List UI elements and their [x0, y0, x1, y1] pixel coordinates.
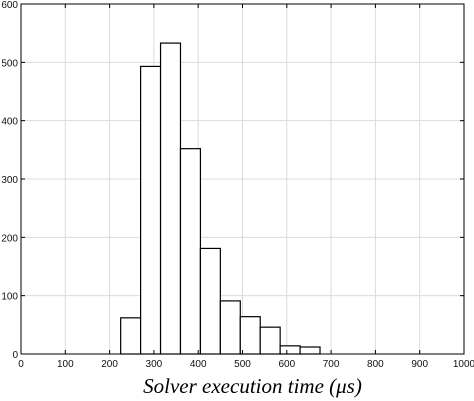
y-tick-label: 0	[12, 350, 18, 361]
x-tick-label: 200	[101, 359, 118, 370]
histogram-bar	[279, 345, 301, 355]
x-axis-title: Solver execution time (μs)	[143, 374, 362, 398]
x-tick-label: 0	[18, 359, 24, 370]
grid-lines	[20, 3, 465, 355]
histogram-bar	[120, 317, 142, 355]
y-tick-label: 100	[1, 292, 18, 303]
y-tick-label: 300	[1, 175, 18, 186]
histogram-bar	[199, 247, 221, 355]
x-tick-label: 900	[411, 359, 428, 370]
histogram-bar	[259, 326, 281, 355]
histogram-bar	[179, 148, 202, 355]
y-tick-label: 500	[1, 58, 18, 69]
x-tick-labels: 0 100 200 300 400 500 600 700 800 900 1000	[18, 359, 474, 370]
y-tick-label: 200	[1, 233, 18, 244]
axis-ticks	[20, 3, 465, 355]
histogram-bar	[140, 65, 162, 355]
histogram-bar	[239, 316, 261, 355]
x-tick-label: 500	[234, 359, 251, 370]
x-tick-label: 600	[278, 359, 295, 370]
x-tick-label: 400	[190, 359, 207, 370]
histogram-bar	[299, 346, 321, 355]
histogram-bars	[120, 42, 321, 355]
x-tick-label: 1000	[453, 359, 474, 370]
y-tick-label: 600	[1, 0, 18, 11]
y-tick-labels: 0 100 200 300 400 500 600	[1, 0, 18, 361]
histogram-bar	[159, 42, 182, 355]
x-tick-label: 100	[57, 359, 74, 370]
x-tick-label: 700	[323, 359, 340, 370]
x-tick-label: 800	[367, 359, 384, 370]
y-tick-label: 400	[1, 117, 18, 128]
x-tick-label: 300	[146, 359, 163, 370]
histogram-bar	[219, 300, 241, 355]
